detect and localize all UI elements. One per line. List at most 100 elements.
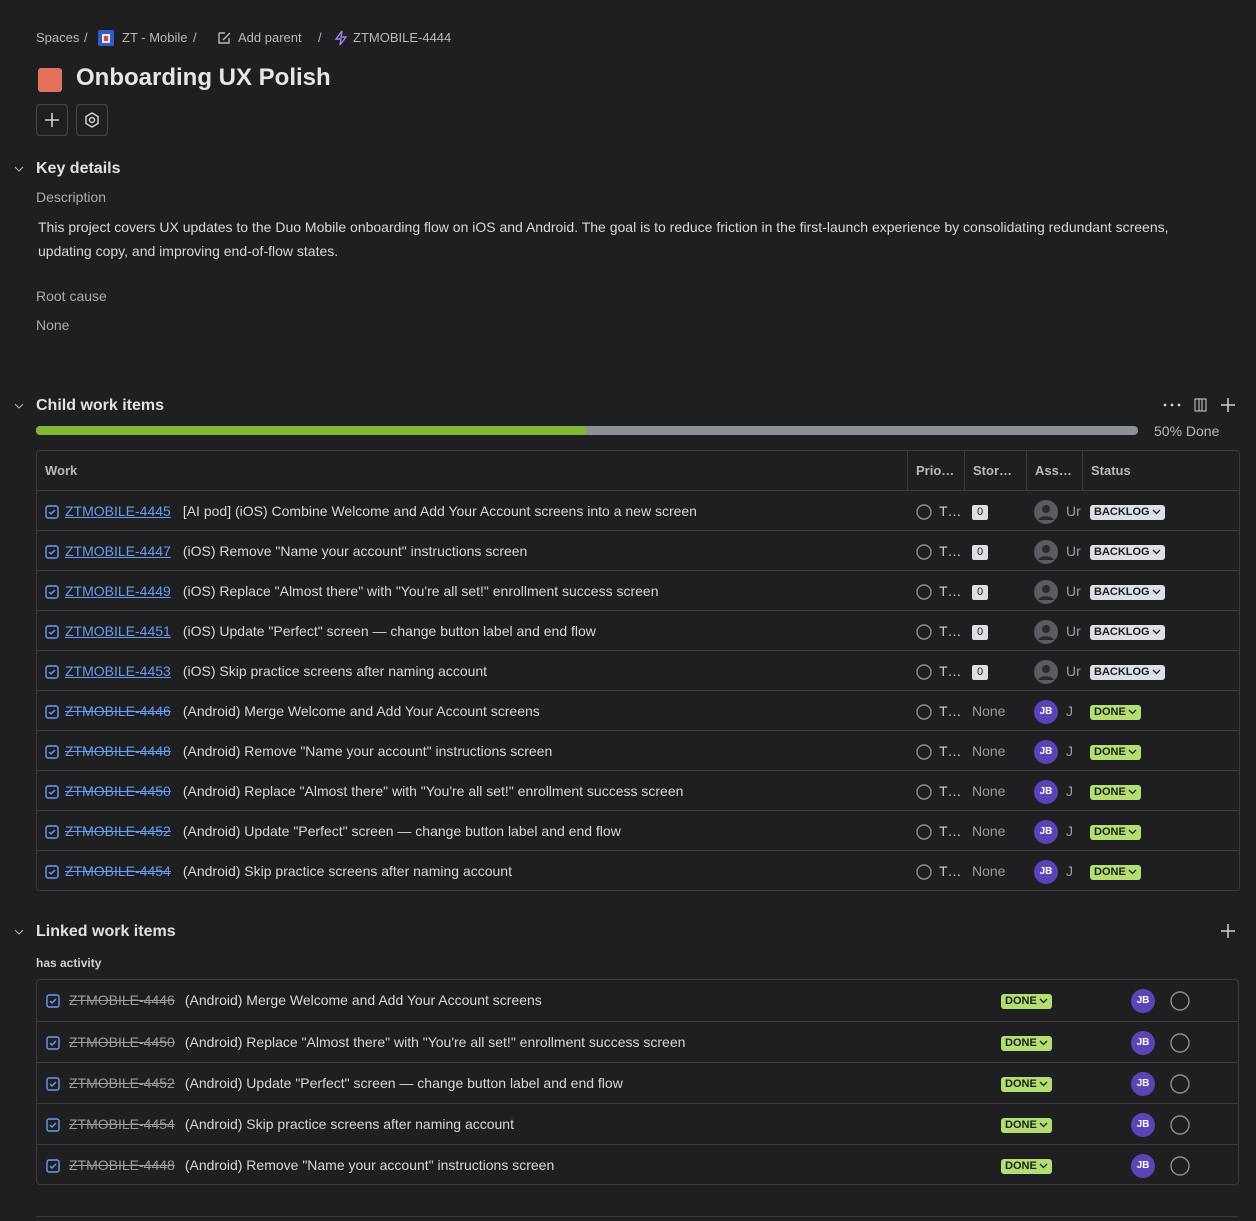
add-button[interactable] [36,104,68,136]
add-link-button[interactable] [1220,923,1236,939]
field-value[interactable]: None [36,317,70,333]
issue-key[interactable]: ZTMOBILE-4452 [65,823,171,839]
issue-key[interactable]: ZTMOBILE-4448 [69,1157,175,1173]
assignee: J [1066,783,1073,799]
status-cell: DONE [1001,1022,1101,1063]
issue-key[interactable]: ZTMOBILE-4446 [69,992,175,1008]
status-badge[interactable]: BACKLOG [1090,504,1165,520]
section-heading: Key details [36,160,121,177]
status-badge[interactable]: BACKLOG [1090,584,1165,600]
issue-key[interactable]: ZTMOBILE-4452 [69,1075,175,1091]
status-badge[interactable]: DONE [1001,993,1052,1009]
issue-key[interactable]: ZTMOBILE-4454 [65,863,171,879]
breadcrumb[interactable]: ZTMOBILE-4444 [353,30,452,45]
add-child-button[interactable] [1221,398,1235,412]
columns-button[interactable] [1194,398,1207,412]
avatar: JB [1131,989,1155,1014]
status-cell: BACKLOG [1090,651,1230,691]
priority: T… [939,503,962,519]
status-badge[interactable]: DONE [1090,784,1141,800]
issue-key[interactable]: ZTMOBILE-4448 [65,743,171,759]
collapse-icon[interactable] [14,401,24,411]
avatar: JB [1034,700,1058,725]
work-cell: ZTMOBILE-4452 (Android) Update "Perfect" … [45,811,905,851]
issue-key[interactable]: ZTMOBILE-4445 [65,503,171,519]
column-header[interactable]: Stor… [964,451,1026,490]
child-row: ZTMOBILE-4452 (Android) Update "Perfect" … [37,810,1239,851]
more-button[interactable] [1163,403,1181,407]
avatar [1034,620,1058,645]
apps-button[interactable] [76,104,108,136]
status-badge[interactable]: DONE [1001,1035,1052,1051]
breadcrumb[interactable]: Add parent [238,30,302,45]
linked-row: ZTMOBILE-4450 (Android) Replace "Almost t… [37,1021,1238,1063]
assignee: J [1066,823,1073,839]
avatar: JB [1034,820,1058,845]
story-points-cell: 0 [972,531,1027,571]
assignee: J [1066,743,1073,759]
collapse-icon[interactable] [14,164,24,174]
child-row: ZTMOBILE-4453 (iOS) Skip practice screens… [37,650,1239,691]
issue-icon [38,68,62,92]
child-row: ZTMOBILE-4445 [AI pod] (iOS) Combine Welc… [37,490,1239,531]
avatar: JB [1131,1113,1155,1138]
status-cell: DONE [1001,1063,1101,1104]
column-header[interactable]: Prio… [907,451,964,490]
status-badge[interactable]: BACKLOG [1090,624,1165,640]
issue-key[interactable]: ZTMOBILE-4447 [65,543,171,559]
status-badge[interactable]: DONE [1001,1076,1052,1092]
status-badge[interactable]: BACKLOG [1090,664,1165,680]
assignee-cell: JB J [1034,691,1082,731]
issue-key[interactable]: ZTMOBILE-4450 [65,783,171,799]
child-row: ZTMOBILE-4447 (iOS) Remove "Name your acc… [37,530,1239,571]
priority: T… [939,663,962,679]
column-header[interactable]: Work [45,463,78,478]
breadcrumb[interactable]: Spaces [36,30,80,45]
story-points: 0 [972,624,989,640]
description[interactable]: This project covers UX updates to the Du… [38,219,1169,259]
column-header[interactable]: Status [1082,451,1239,490]
status-badge[interactable]: BACKLOG [1090,544,1165,560]
story-points: None [972,703,1006,719]
assignee-cell: JB J [1034,811,1082,851]
issue-title[interactable]: Onboarding UX Polish [76,64,331,91]
collapse-icon[interactable] [14,927,24,937]
issue-key[interactable]: ZTMOBILE-4446 [65,703,171,719]
field-label: Description [36,189,107,205]
assignee: Ur [1066,583,1081,599]
status-text: DONE [1094,865,1126,878]
status-badge[interactable]: DONE [1001,1117,1052,1133]
status-cell: DONE [1090,851,1230,891]
priority: T… [939,863,962,879]
table-header: Work Prio… Stor… Ass… Status [37,451,1239,490]
breadcrumb[interactable]: ZT - Mobile [122,30,188,45]
story-points: 0 [972,584,989,600]
status-badge[interactable]: DONE [1090,864,1141,880]
status-badge[interactable]: DONE [1001,1158,1052,1174]
priority-cell: T… [915,691,965,731]
issue-key[interactable]: ZTMOBILE-4451 [65,623,171,639]
priority-icon [1169,1033,1191,1053]
assignee-cell: Ur [1034,611,1082,651]
status-cell: DONE [1001,1145,1101,1186]
issue-key[interactable]: ZTMOBILE-4450 [69,1034,175,1050]
story-points: None [972,863,1006,879]
status-text: BACKLOG [1094,585,1150,598]
status-badge[interactable]: DONE [1090,704,1141,720]
issue-summary: (iOS) Replace "Almost there" with "You'r… [182,583,659,599]
status-badge[interactable]: DONE [1090,744,1141,760]
column-header[interactable]: Ass… [1026,451,1082,490]
issue-key[interactable]: ZTMOBILE-4454 [69,1116,175,1132]
status-badge[interactable]: DONE [1090,824,1141,840]
story-points-cell: 0 [972,611,1027,651]
assignee-cell: Ur [1034,571,1082,611]
issue-key[interactable]: ZTMOBILE-4449 [65,583,171,599]
separator: / [84,30,88,45]
space-icon [98,30,114,46]
status-text: DONE [1094,745,1126,758]
work-cell: ZTMOBILE-4445 [AI pod] (iOS) Combine Welc… [45,491,905,531]
avatar: JB [1034,780,1058,805]
priority: T… [939,703,962,719]
work-cell: ZTMOBILE-4448 (Android) Remove "Name your… [46,1145,986,1186]
issue-key[interactable]: ZTMOBILE-4453 [65,663,171,679]
